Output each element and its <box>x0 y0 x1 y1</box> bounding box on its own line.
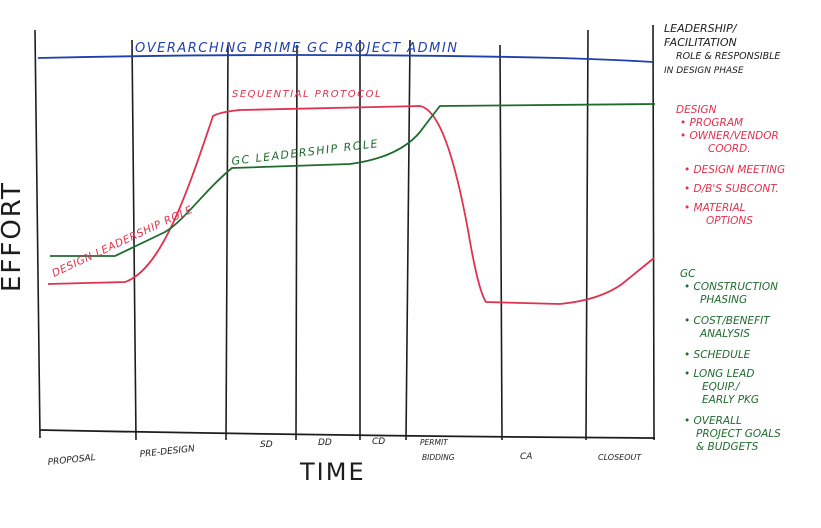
gc-item: EQUIP./ <box>702 381 740 393</box>
x-axis-line <box>39 429 656 439</box>
y-axis-label: EFFORT <box>0 181 27 292</box>
gc-item: • SCHEDULE <box>684 349 751 361</box>
phase-label: SD <box>260 440 273 450</box>
red-design-curve <box>47 105 655 305</box>
gc-title: GC <box>680 268 696 280</box>
phase-label: CLOSEOUT <box>598 453 642 462</box>
phase-label: CA <box>520 452 532 462</box>
divider-line <box>585 29 589 441</box>
design-item: OPTIONS <box>706 215 753 227</box>
gc-item: PHASING <box>700 294 748 306</box>
gc-item: • COST/BENEFIT <box>684 315 770 327</box>
gc-item: • LONG LEAD <box>684 368 755 380</box>
divider-line <box>652 24 655 441</box>
gc-item: • CONSTRUCTION <box>684 281 779 293</box>
design-item: • PROGRAM <box>680 117 744 129</box>
gc-item: • OVERALL <box>684 415 742 427</box>
heading-line: LEADERSHIP/ <box>664 22 737 35</box>
divider-line <box>34 29 41 439</box>
design-item: COORD. <box>708 143 751 155</box>
design-item: • D/B'S SUBCONT. <box>684 183 779 195</box>
blue-admin-line <box>37 54 654 63</box>
red-left-label: DESIGN LEADERSHIP ROLE <box>50 204 195 280</box>
notes-heading: LEADERSHIP/ FACILITATION ROLE & RESPONSI… <box>664 22 780 78</box>
blue-line-label: OVERARCHING PRIME GC PROJECT ADMIN <box>135 41 458 56</box>
gc-notes: GC • CONSTRUCTION PHASING • COST/BENEFIT… <box>680 268 781 454</box>
design-notes: DESIGN • PROGRAM • OWNER/VENDOR COORD. •… <box>676 104 785 228</box>
phase-label: PERMIT <box>420 438 449 447</box>
design-item: • DESIGN MEETING <box>684 164 786 176</box>
design-item: • OWNER/VENDOR <box>680 130 779 142</box>
design-title: DESIGN <box>676 104 717 116</box>
phase-label: DD <box>318 438 332 448</box>
phase-label: CD <box>372 437 385 447</box>
gc-item: ANALYSIS <box>700 328 750 340</box>
heading-line: ROLE & RESPONSIBLE <box>676 51 781 62</box>
heading-line: IN DESIGN PHASE <box>664 66 744 76</box>
gc-item: & BUDGETS <box>696 441 759 453</box>
x-axis-label: TIME <box>299 458 366 486</box>
divider-line <box>405 39 411 441</box>
phase-label: PRE-DESIGN <box>139 444 195 460</box>
divider-line <box>295 44 298 441</box>
phase-label: PROPOSAL <box>47 453 96 468</box>
red-top-label: SEQUENTIAL PROTOCOL <box>232 89 382 100</box>
divider-line <box>131 39 137 441</box>
gc-item: PROJECT GOALS <box>696 428 781 440</box>
divider-line <box>225 44 229 441</box>
phase-label: BIDDING <box>422 453 455 462</box>
divider-line <box>499 44 503 441</box>
gc-item: EARLY PKG <box>702 394 760 406</box>
design-item: • MATERIAL <box>684 202 746 214</box>
heading-line: FACILITATION <box>664 36 737 49</box>
green-gc-curve <box>50 103 656 257</box>
